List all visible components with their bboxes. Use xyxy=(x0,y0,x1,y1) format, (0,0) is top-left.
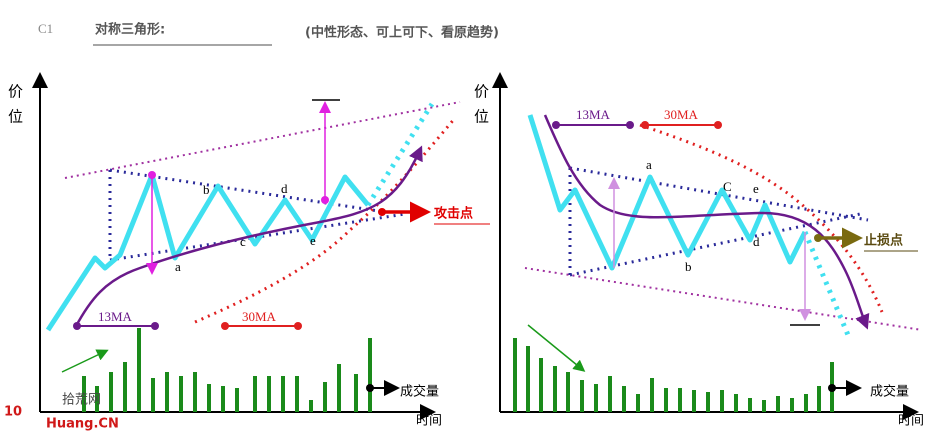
y-axis-label: 位 xyxy=(8,108,23,126)
y-axis-label: 价 xyxy=(474,83,489,101)
volume-trend-arrow xyxy=(61,349,109,373)
point-label: d xyxy=(281,181,288,196)
legend-dot xyxy=(641,121,649,129)
ma-long-label: 30MA xyxy=(664,107,699,122)
code: C1 xyxy=(38,21,53,36)
point-label: a xyxy=(175,259,181,274)
price-projection xyxy=(802,231,851,336)
price-projection xyxy=(365,102,435,207)
volume-trend-arrow xyxy=(527,324,586,372)
signal-label: 攻击点 xyxy=(434,206,473,222)
signal-label: 止损点 xyxy=(864,233,903,249)
right-panel: 价 位 止损点 a b C e d 13MA 30MA 成交量 时间 xyxy=(474,72,924,429)
point-label: C xyxy=(723,179,732,194)
point-label: e xyxy=(310,233,316,248)
ma-short-curve xyxy=(543,114,870,330)
ma-short-label: 13MA xyxy=(98,309,133,324)
peak-dot xyxy=(148,171,156,179)
legend-dot xyxy=(294,322,302,330)
point-label: c xyxy=(240,234,246,249)
legend-dot xyxy=(221,322,229,330)
point-label: a xyxy=(646,157,652,172)
legend-dot xyxy=(552,121,560,129)
upper-channel xyxy=(64,101,461,179)
legend-dot xyxy=(151,322,159,330)
ma-long-label: 30MA xyxy=(242,309,277,324)
watermark-name: 拾荒网 xyxy=(62,393,101,408)
volume-bars xyxy=(513,338,834,412)
point-label: d xyxy=(753,234,760,249)
watermark-site: Huang.CN xyxy=(46,417,119,432)
ma-long-curve xyxy=(639,123,884,313)
y-axis-label: 价 xyxy=(8,83,23,101)
triangle-top xyxy=(569,166,869,222)
point-label: b xyxy=(685,259,692,274)
triangle-bottom xyxy=(109,212,406,262)
x-axis-label: 时间 xyxy=(898,414,924,429)
point-label: e xyxy=(753,181,759,196)
price-line xyxy=(45,172,370,332)
ma-short-curve xyxy=(73,145,423,329)
legend-dot xyxy=(73,322,81,330)
volume-label: 成交量 xyxy=(400,384,439,400)
legend-dot xyxy=(714,121,722,129)
triangle-top xyxy=(109,168,386,214)
y-axis-label: 位 xyxy=(474,108,489,126)
lower-channel xyxy=(524,267,923,331)
price-line xyxy=(527,114,808,271)
watermark-logo: 10 xyxy=(4,405,22,420)
triangle-bottom xyxy=(569,212,861,277)
legend-dot xyxy=(626,121,634,129)
title: 对称三角形: xyxy=(95,22,165,38)
volume-bars xyxy=(82,328,372,412)
left-panel: 价 位 攻击点 a b c d e 13MA 30MA 成交量 时间 xyxy=(8,72,490,429)
volume-label: 成交量 xyxy=(870,384,909,400)
subtitle: (中性形态、可上可下、看原趋势) xyxy=(305,25,499,41)
x-axis-label: 时间 xyxy=(416,414,442,429)
ma-short-label: 13MA xyxy=(576,107,611,122)
point-label: b xyxy=(203,182,210,197)
